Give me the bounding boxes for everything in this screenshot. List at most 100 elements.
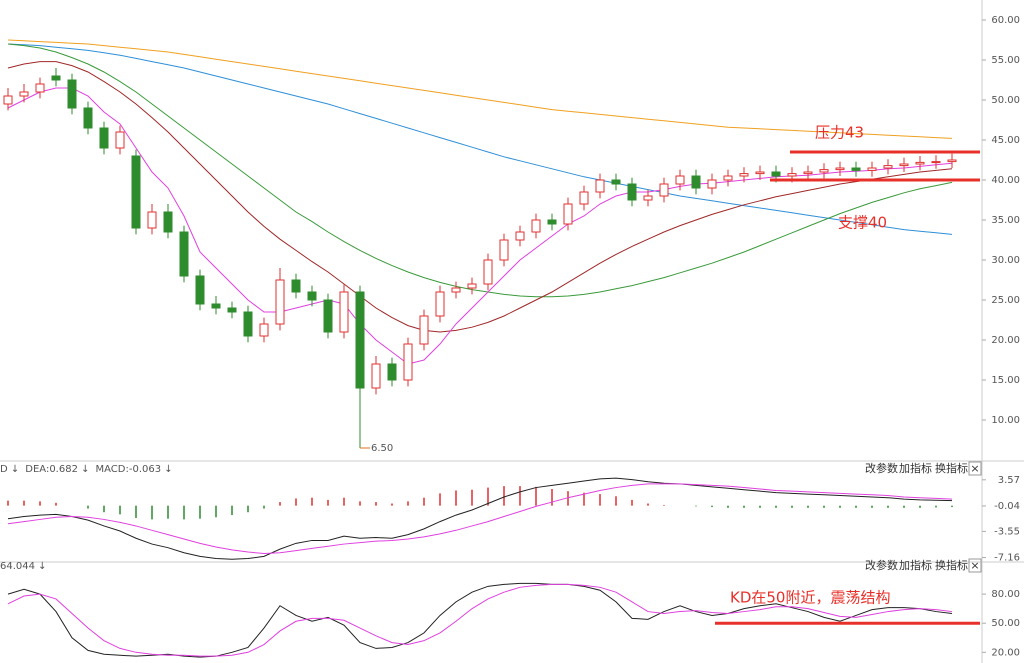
legend-text: MACD:-0.063 ↓ <box>96 464 173 475</box>
candle-body <box>355 291 365 389</box>
candle-body <box>803 171 813 175</box>
candle-body <box>499 239 509 261</box>
legend-text: 64.044 ↓ <box>0 561 47 572</box>
candle-body <box>915 161 925 165</box>
annotation: KD在50附近，震荡结构 <box>730 589 890 607</box>
y-tick-label: 3.57 <box>998 475 1020 486</box>
candle-body <box>99 127 109 149</box>
candle-body <box>435 291 445 317</box>
candle-body <box>227 307 237 313</box>
candle-body <box>867 167 877 171</box>
candle-body <box>659 183 669 197</box>
candle-body <box>531 219 541 233</box>
candle-body <box>451 287 461 293</box>
indicator-line <box>7 61 953 333</box>
candle-body <box>883 165 893 169</box>
candle-body <box>83 107 93 129</box>
toolbar-button[interactable]: 换指标 <box>935 558 968 572</box>
toolbar-button[interactable]: 加指标 <box>899 558 932 572</box>
candle-body <box>147 211 157 229</box>
candle-body <box>931 161 941 164</box>
legend-text: D ↓ <box>0 464 19 475</box>
toolbar-button[interactable]: 改参数 <box>865 461 898 475</box>
candle-body <box>275 279 285 325</box>
candle-body <box>291 279 301 293</box>
candle-body <box>675 175 685 185</box>
indicator-line <box>7 43 953 235</box>
close-button[interactable]: × <box>970 559 979 572</box>
low-label: 6.50 <box>371 443 393 454</box>
candle-body <box>387 363 397 381</box>
y-tick-label: 40.00 <box>991 175 1020 186</box>
candle-body <box>67 79 77 109</box>
toolbar-button[interactable]: 改参数 <box>865 558 898 572</box>
candle-body <box>515 231 525 241</box>
candle-body <box>787 173 797 177</box>
candle-body <box>835 167 845 171</box>
y-tick-label: 25.00 <box>991 295 1020 306</box>
candle-body <box>771 171 781 177</box>
candle-body <box>211 303 221 309</box>
y-tick-label: -3.55 <box>994 526 1020 537</box>
candle-body <box>339 291 349 333</box>
candle-body <box>707 179 717 189</box>
candle-body <box>371 363 381 389</box>
candle-body <box>307 291 317 301</box>
candle-body <box>547 219 557 225</box>
candle-body <box>195 275 205 305</box>
candle-body <box>51 75 61 81</box>
candle-body <box>19 91 29 97</box>
y-tick-label: 45.00 <box>991 135 1020 146</box>
y-tick-label: -7.16 <box>994 553 1020 564</box>
candle-body <box>611 179 621 185</box>
y-tick-label: 55.00 <box>991 55 1020 66</box>
y-tick-label: 20.00 <box>991 335 1020 346</box>
y-tick-label: 80.00 <box>991 589 1020 600</box>
toolbar-button[interactable]: 加指标 <box>899 461 932 475</box>
indicator-line <box>7 477 953 560</box>
indicator-line <box>7 43 953 298</box>
toolbar-button[interactable]: 换指标 <box>935 461 968 475</box>
annotation: 压力43 <box>815 124 864 142</box>
candle-body <box>899 163 909 167</box>
candle-body <box>483 259 493 285</box>
candle-body <box>643 195 653 201</box>
indicator-line <box>7 39 953 139</box>
y-tick-label: -0.04 <box>994 501 1020 512</box>
candle-body <box>595 179 605 193</box>
candle-body <box>851 167 861 171</box>
candle-body <box>403 343 413 381</box>
candle-body <box>3 95 13 105</box>
candle-body <box>115 131 125 149</box>
y-tick-label: 20.00 <box>991 647 1020 658</box>
candle-body <box>179 231 189 277</box>
indicator-line <box>7 583 953 657</box>
candle-body <box>323 299 333 333</box>
candle-body <box>467 283 477 289</box>
candle-body <box>723 175 733 181</box>
y-tick-label: 10.00 <box>991 415 1020 426</box>
legend-text: DEA:0.682 ↓ <box>25 464 89 475</box>
close-box[interactable] <box>968 558 982 573</box>
candle-body <box>755 171 765 175</box>
candle-body <box>419 315 429 345</box>
y-tick-label: 50.00 <box>991 95 1020 106</box>
y-tick-label: 30.00 <box>991 255 1020 266</box>
y-tick-label: 50.00 <box>991 618 1020 629</box>
candle-body <box>739 173 749 177</box>
candle-body <box>691 175 701 189</box>
close-button[interactable]: × <box>970 462 979 475</box>
y-tick-label: 35.00 <box>991 215 1020 226</box>
candle-body <box>35 83 45 93</box>
indicator-line <box>7 582 953 658</box>
candle-body <box>947 159 957 163</box>
candle-body <box>243 311 253 337</box>
candle-body <box>563 203 573 225</box>
candle-body <box>819 169 829 173</box>
close-box[interactable] <box>968 461 982 476</box>
candle-body <box>163 211 173 233</box>
annotation: 支撑40 <box>838 214 887 232</box>
indicator-line <box>7 483 953 554</box>
